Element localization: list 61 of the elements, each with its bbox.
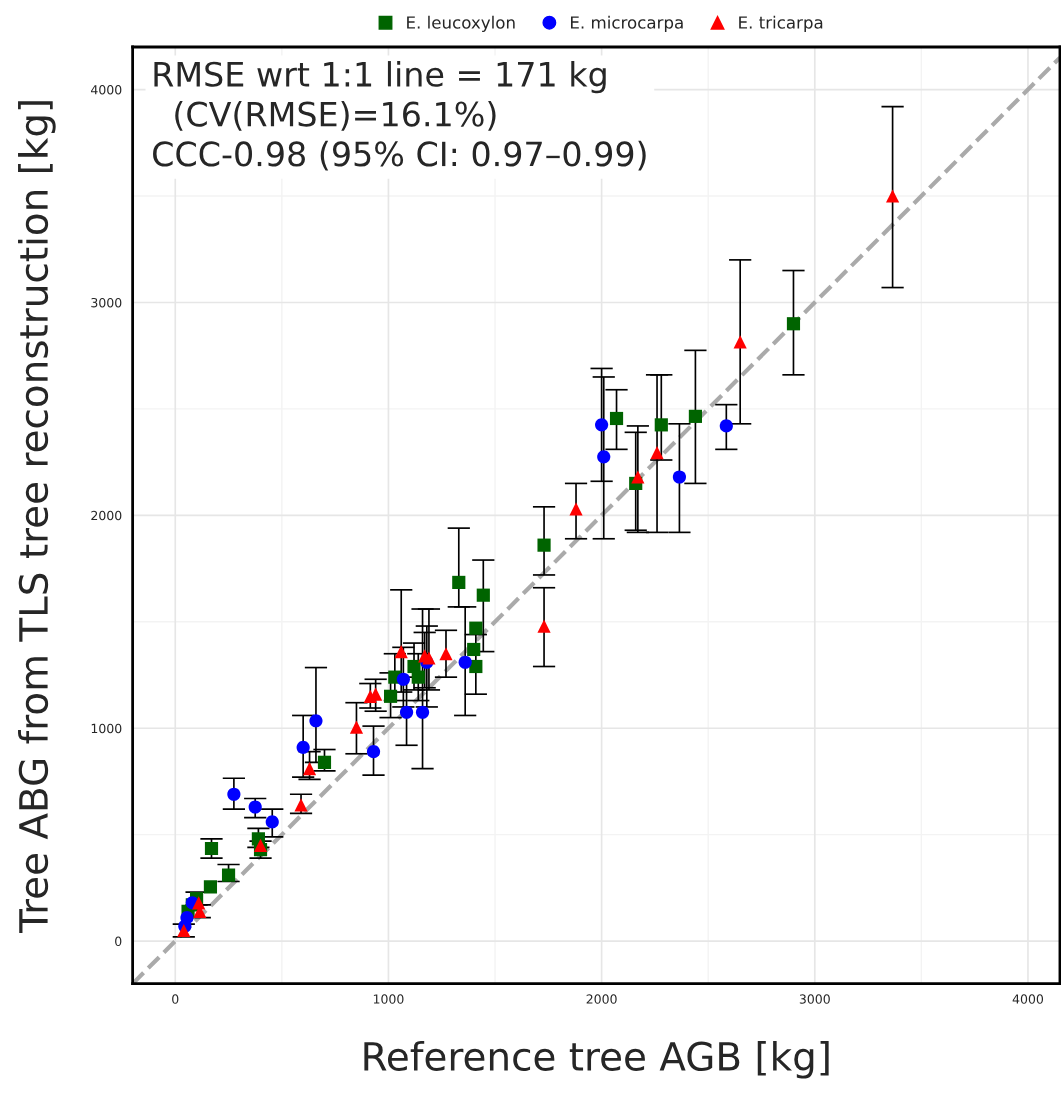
point [595, 418, 609, 432]
legend-label: E. microcarpa [571, 15, 683, 32]
point [221, 868, 236, 882]
point [886, 189, 900, 203]
x-tick-label: 4000 [1012, 994, 1044, 1004]
point [399, 705, 414, 719]
point [439, 647, 453, 661]
x-tick-label: 0 [172, 994, 179, 1004]
point [396, 672, 410, 686]
point [383, 689, 398, 703]
x-tick-label: 2000 [586, 994, 617, 1004]
point [609, 411, 624, 426]
point [204, 841, 219, 856]
point [296, 740, 310, 754]
point [569, 502, 583, 516]
y-tick-label: 3000 [91, 297, 122, 308]
point [733, 335, 747, 349]
point [363, 689, 377, 703]
y-tick-label: 4000 [91, 85, 122, 95]
point [248, 800, 262, 814]
point [786, 317, 801, 331]
point [366, 745, 381, 759]
point [597, 450, 611, 464]
point [317, 755, 332, 769]
point [349, 720, 364, 734]
point [394, 645, 408, 659]
point [253, 838, 268, 852]
legend-label: E. leucoxylon [407, 15, 515, 32]
point [265, 815, 279, 829]
point [302, 762, 317, 776]
point [415, 705, 430, 719]
y-axis-title: Tree ABG from TLS tree reconstruction [kg] [18, 101, 56, 934]
point [537, 619, 551, 633]
point [177, 923, 191, 938]
annotation: RMSE wrt 1:1 line = 171 kg [154, 61, 606, 94]
point [227, 787, 241, 801]
point [672, 470, 687, 484]
x-axis-title: Reference tree AGB [kg] [364, 1040, 829, 1079]
y-tick-label: 0 [115, 936, 122, 947]
point [719, 419, 733, 433]
annotation: (CV(RMSE)=16.1%) [175, 100, 496, 131]
point [467, 642, 481, 657]
point [294, 798, 308, 812]
x-tick-label: 1000 [373, 994, 404, 1004]
point [688, 409, 702, 423]
point [452, 575, 466, 589]
point [650, 445, 664, 460]
y-tick-label: 2000 [91, 510, 122, 521]
point [309, 714, 323, 728]
legend-label: E. tricarpa [739, 15, 823, 32]
annotation: CCC-0.98 (95% CI: 0.97–0.99) [153, 140, 646, 171]
point [631, 470, 645, 484]
point [469, 621, 483, 635]
point [654, 418, 668, 432]
point [203, 880, 218, 894]
point [537, 538, 551, 552]
point [411, 670, 425, 684]
x-tick-label: 3000 [799, 994, 830, 1004]
point [458, 655, 472, 669]
point [476, 588, 490, 602]
y-tick-label: 1000 [91, 723, 122, 734]
